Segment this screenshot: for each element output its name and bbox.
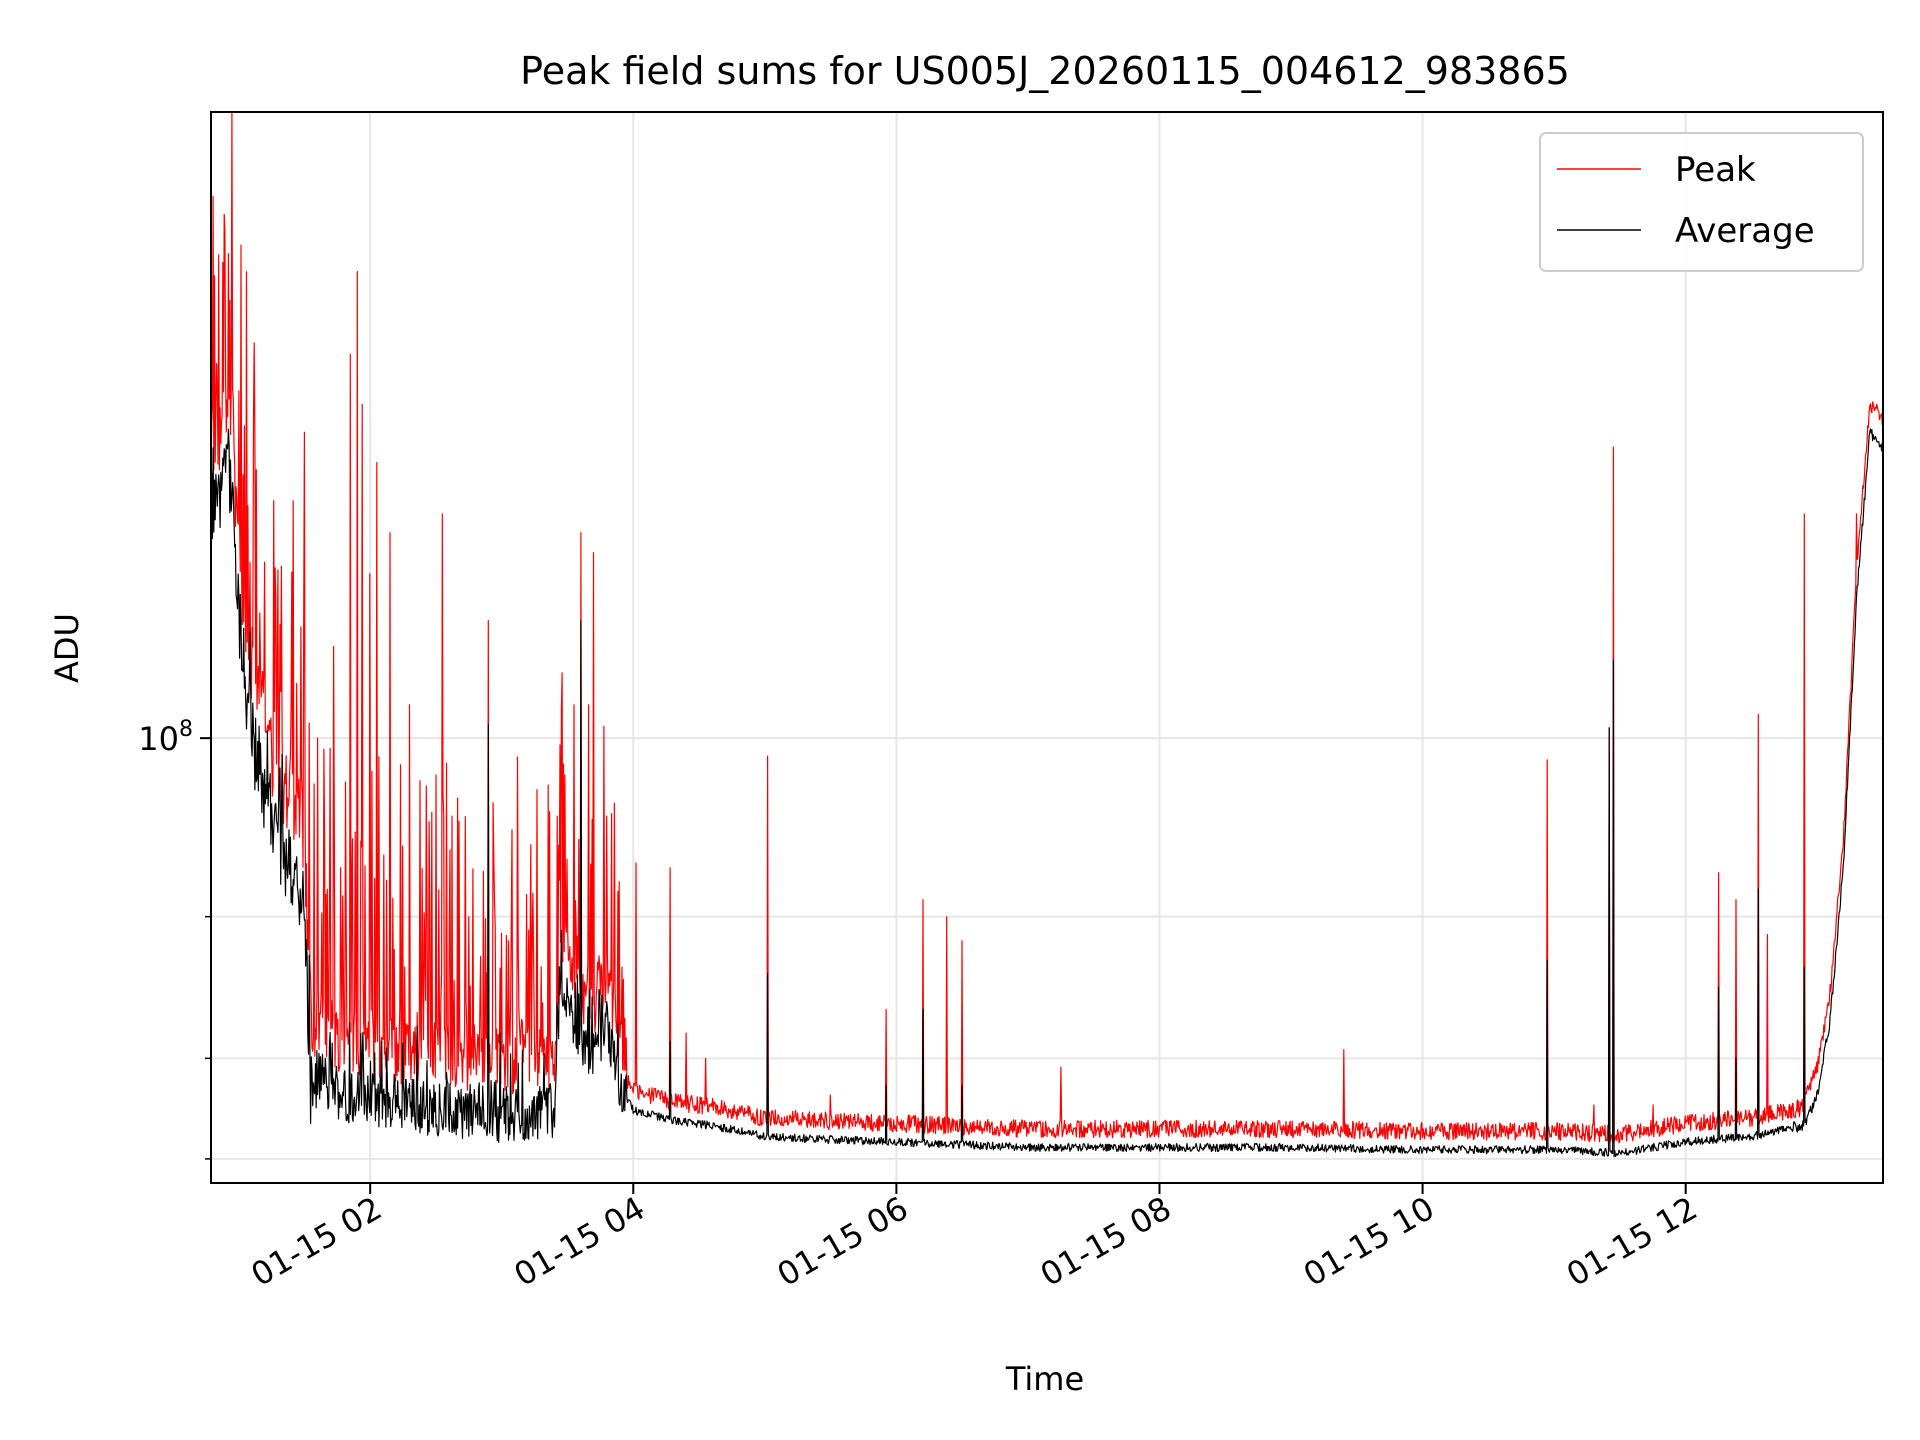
y-tick-label: 108 <box>138 717 193 758</box>
plot-frame <box>210 111 1884 1184</box>
y-axis-label: ADU <box>48 613 86 683</box>
legend: Peak Average <box>1539 132 1864 272</box>
series-line-peak <box>210 111 1884 1144</box>
legend-label-peak: Peak <box>1675 150 1756 190</box>
plot-area <box>210 111 1884 1158</box>
legend-box <box>1539 132 1864 272</box>
x-axis-label: Time <box>1005 1360 1084 1398</box>
chart-title: Peak field sums for US005J_20260115_0046… <box>520 49 1570 93</box>
series-line-average <box>210 428 1884 1158</box>
legend-label-average: Average <box>1675 211 1815 251</box>
